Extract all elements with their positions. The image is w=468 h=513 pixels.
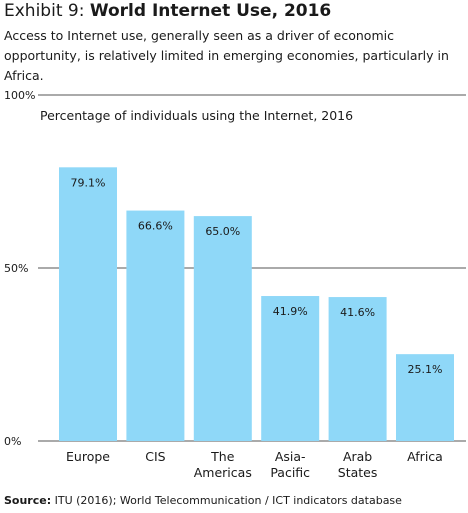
chart-title: Percentage of individuals using the Inte…	[40, 108, 353, 123]
source-text: ITU (2016); World Telecommunication / IC…	[54, 494, 402, 507]
data-label: 79.1%	[71, 176, 106, 189]
exhibit-title: Exhibit 9: World Internet Use, 2016	[4, 0, 331, 22]
exhibit-number: Exhibit 9:	[4, 1, 85, 21]
source-label: Source:	[4, 494, 52, 507]
y-tick-label: 0%	[4, 435, 21, 448]
bar-chart: 0% 50% 100% Percentage of individuals usin…	[4, 89, 466, 480]
x-tick-label: States	[338, 465, 378, 480]
bar	[126, 210, 185, 441]
page-title: World Internet Use, 2016	[89, 1, 332, 21]
source-note: Source: ITU (2016); World Telecommunicat…	[4, 494, 402, 508]
x-tick-label: Americas	[194, 465, 252, 480]
data-label: 66.6%	[138, 220, 173, 233]
data-label: 25.1%	[408, 363, 443, 376]
x-tick-label: CIS	[145, 449, 165, 464]
bar	[328, 297, 387, 441]
x-tick-label: Africa	[407, 449, 443, 464]
y-tick-label: 50%	[4, 262, 28, 275]
x-tick-label: Asia-	[275, 449, 306, 464]
exhibit-subtitle: Access to Internet use, generally seen a…	[4, 28, 449, 83]
x-tick-label: The	[210, 449, 235, 464]
bar	[396, 354, 454, 441]
data-label: 65.0%	[205, 225, 240, 238]
data-label: 41.6%	[340, 306, 375, 319]
bar	[193, 216, 252, 441]
x-tick-label: Arab	[343, 449, 372, 464]
x-tick-label: Pacific	[270, 465, 310, 480]
y-tick-label: 100%	[4, 89, 35, 102]
bar	[59, 167, 117, 441]
data-label: 41.9%	[273, 305, 308, 318]
x-tick-label: Europe	[66, 449, 110, 464]
bar	[261, 296, 320, 441]
